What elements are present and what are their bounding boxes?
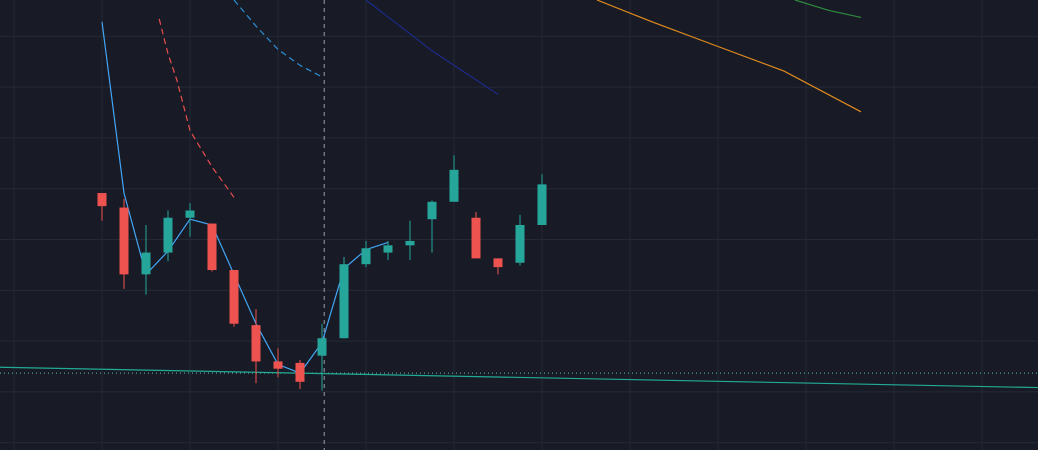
ma-mid-line: [233, 0, 323, 78]
ma-fast-line: [158, 18, 235, 198]
candle-body-bullish[interactable]: [537, 184, 547, 225]
ma-orange-line: [596, 0, 862, 113]
candle-body-bullish[interactable]: [185, 210, 195, 218]
candle-body-bullish[interactable]: [515, 225, 525, 263]
candle-body-bearish[interactable]: [251, 325, 261, 362]
candle-body-bullish[interactable]: [163, 217, 173, 253]
candle-body-bearish[interactable]: [229, 270, 239, 324]
candle-body-bullish[interactable]: [339, 264, 349, 339]
candle-body-bearish[interactable]: [207, 223, 217, 270]
ma-green-line: [794, 0, 862, 18]
candle-body-bullish[interactable]: [449, 169, 459, 202]
candle-body-bullish[interactable]: [317, 338, 327, 356]
candle-body-bearish[interactable]: [119, 207, 129, 275]
candle-body-bearish[interactable]: [273, 361, 283, 369]
candle-body-bullish[interactable]: [383, 245, 393, 253]
candle-body-bullish[interactable]: [361, 248, 371, 265]
candle-body-bearish[interactable]: [97, 193, 107, 207]
candle-body-bearish[interactable]: [493, 258, 503, 268]
support-trendline[interactable]: [0, 366, 1038, 389]
candle-body-bullish[interactable]: [405, 240, 415, 246]
candle-body-bullish[interactable]: [427, 201, 437, 220]
candle-body-bullish[interactable]: [141, 252, 151, 275]
candle-body-bearish[interactable]: [295, 362, 305, 382]
ma-slow-navy-line: [365, 0, 499, 95]
candle-body-bearish[interactable]: [471, 217, 481, 259]
